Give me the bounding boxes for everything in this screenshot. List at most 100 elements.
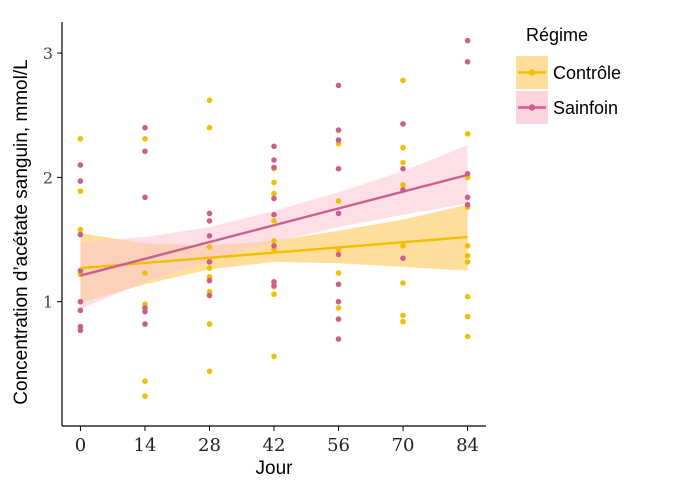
data-point-controle — [464, 243, 471, 249]
data-point-controle — [400, 318, 406, 325]
x-tick-label: 70 — [392, 435, 415, 456]
data-point-controle — [271, 190, 277, 197]
fit-line-sainfoin — [80, 173, 468, 277]
data-point-controle — [400, 144, 406, 151]
data-point-controle — [464, 293, 471, 300]
data-point-sainfoin — [335, 298, 342, 305]
data-point-controle — [400, 159, 406, 166]
data-points — [77, 37, 471, 400]
data-point-controle — [77, 226, 84, 233]
data-point-sainfoin — [77, 307, 84, 314]
data-point-controle — [142, 136, 148, 142]
data-point-controle — [206, 124, 213, 131]
data-point-controle — [271, 218, 277, 224]
data-point-sainfoin — [77, 178, 84, 184]
data-point-sainfoin — [464, 59, 471, 65]
fit-lines — [80, 173, 468, 277]
data-point-controle — [206, 368, 213, 375]
data-point-sainfoin — [142, 124, 148, 131]
data-point-sainfoin — [77, 231, 84, 238]
y-axis-title: Concentration d’acétate sanguin, mmol/L — [11, 59, 32, 404]
data-point-controle — [142, 270, 148, 276]
data-point-sainfoin — [206, 277, 213, 284]
x-tick-label: 14 — [134, 435, 157, 456]
data-point-sainfoin — [400, 255, 406, 261]
data-point-sainfoin — [335, 165, 342, 172]
data-point-sainfoin — [335, 316, 342, 322]
data-point-sainfoin — [142, 148, 148, 155]
data-point-sainfoin — [271, 143, 277, 150]
data-point-controle — [464, 259, 471, 265]
data-point-sainfoin — [206, 233, 213, 239]
data-point-controle — [206, 265, 213, 271]
confidence-ribbon-sainfoin — [80, 145, 468, 310]
data-point-sainfoin — [206, 292, 213, 299]
legend-title: Régime — [526, 25, 588, 45]
data-point-controle — [142, 378, 148, 385]
confidence-ribbons — [80, 145, 468, 310]
legend-key-point — [528, 69, 536, 76]
data-point-sainfoin — [335, 251, 342, 258]
data-point-controle — [400, 77, 406, 84]
x-tick-label: 0 — [75, 435, 86, 456]
data-point-controle — [271, 291, 277, 298]
data-point-sainfoin — [206, 210, 213, 217]
fit-line-controle — [80, 235, 468, 270]
x-tick-label: 42 — [263, 435, 286, 456]
data-point-sainfoin — [464, 37, 471, 44]
data-point-controle — [271, 238, 277, 244]
data-point-controle — [77, 136, 84, 142]
data-point-controle — [271, 179, 277, 186]
data-point-sainfoin — [400, 121, 406, 127]
data-point-sainfoin — [335, 82, 342, 89]
data-point-sainfoin — [464, 201, 471, 208]
data-point-sainfoin — [271, 164, 277, 171]
data-point-controle — [464, 252, 471, 259]
x-axis-title: Jour — [256, 458, 294, 479]
data-point-sainfoin — [142, 321, 148, 327]
data-point-sainfoin — [77, 162, 84, 168]
data-point-sainfoin — [271, 243, 277, 249]
legend-label: Contrôle — [553, 63, 621, 83]
x-tick-label: 56 — [327, 435, 350, 456]
data-point-controle — [400, 243, 406, 249]
data-point-sainfoin — [271, 195, 277, 202]
data-point-controle — [335, 270, 342, 276]
data-point-sainfoin — [77, 298, 84, 305]
legend: Régime Contrôle Sainfoin — [516, 25, 621, 124]
y-tick-label: 2 — [43, 168, 53, 187]
data-point-controle — [206, 97, 213, 104]
data-point-controle — [400, 312, 406, 319]
data-point-sainfoin — [335, 137, 342, 143]
y-ticks: 1 2 3 — [43, 44, 62, 312]
data-point-sainfoin — [335, 127, 342, 133]
data-point-sainfoin — [335, 210, 342, 217]
data-point-controle — [464, 131, 471, 137]
data-point-controle — [400, 280, 406, 286]
data-point-controle — [77, 188, 84, 194]
data-point-sainfoin — [142, 194, 148, 201]
y-tick-label: 3 — [43, 44, 53, 63]
data-point-sainfoin — [464, 194, 471, 201]
legend-key-point — [528, 104, 536, 111]
data-point-controle — [206, 244, 213, 250]
data-point-sainfoin — [271, 211, 277, 218]
data-point-sainfoin — [335, 336, 342, 342]
data-point-sainfoin — [335, 281, 342, 288]
data-point-controle — [335, 305, 342, 311]
data-point-controle — [464, 333, 471, 340]
data-point-sainfoin — [77, 327, 84, 334]
data-point-sainfoin — [271, 282, 277, 289]
data-point-controle — [206, 321, 213, 327]
data-point-controle — [271, 353, 277, 360]
data-point-sainfoin — [271, 157, 277, 163]
data-point-controle — [335, 198, 342, 204]
data-point-controle — [400, 182, 406, 188]
legend-label: Sainfoin — [553, 98, 618, 118]
data-point-controle — [142, 393, 148, 400]
data-point-sainfoin — [206, 259, 213, 265]
data-point-sainfoin — [206, 218, 213, 224]
x-ticks: 0 14 28 42 56 70 84 — [75, 426, 479, 456]
